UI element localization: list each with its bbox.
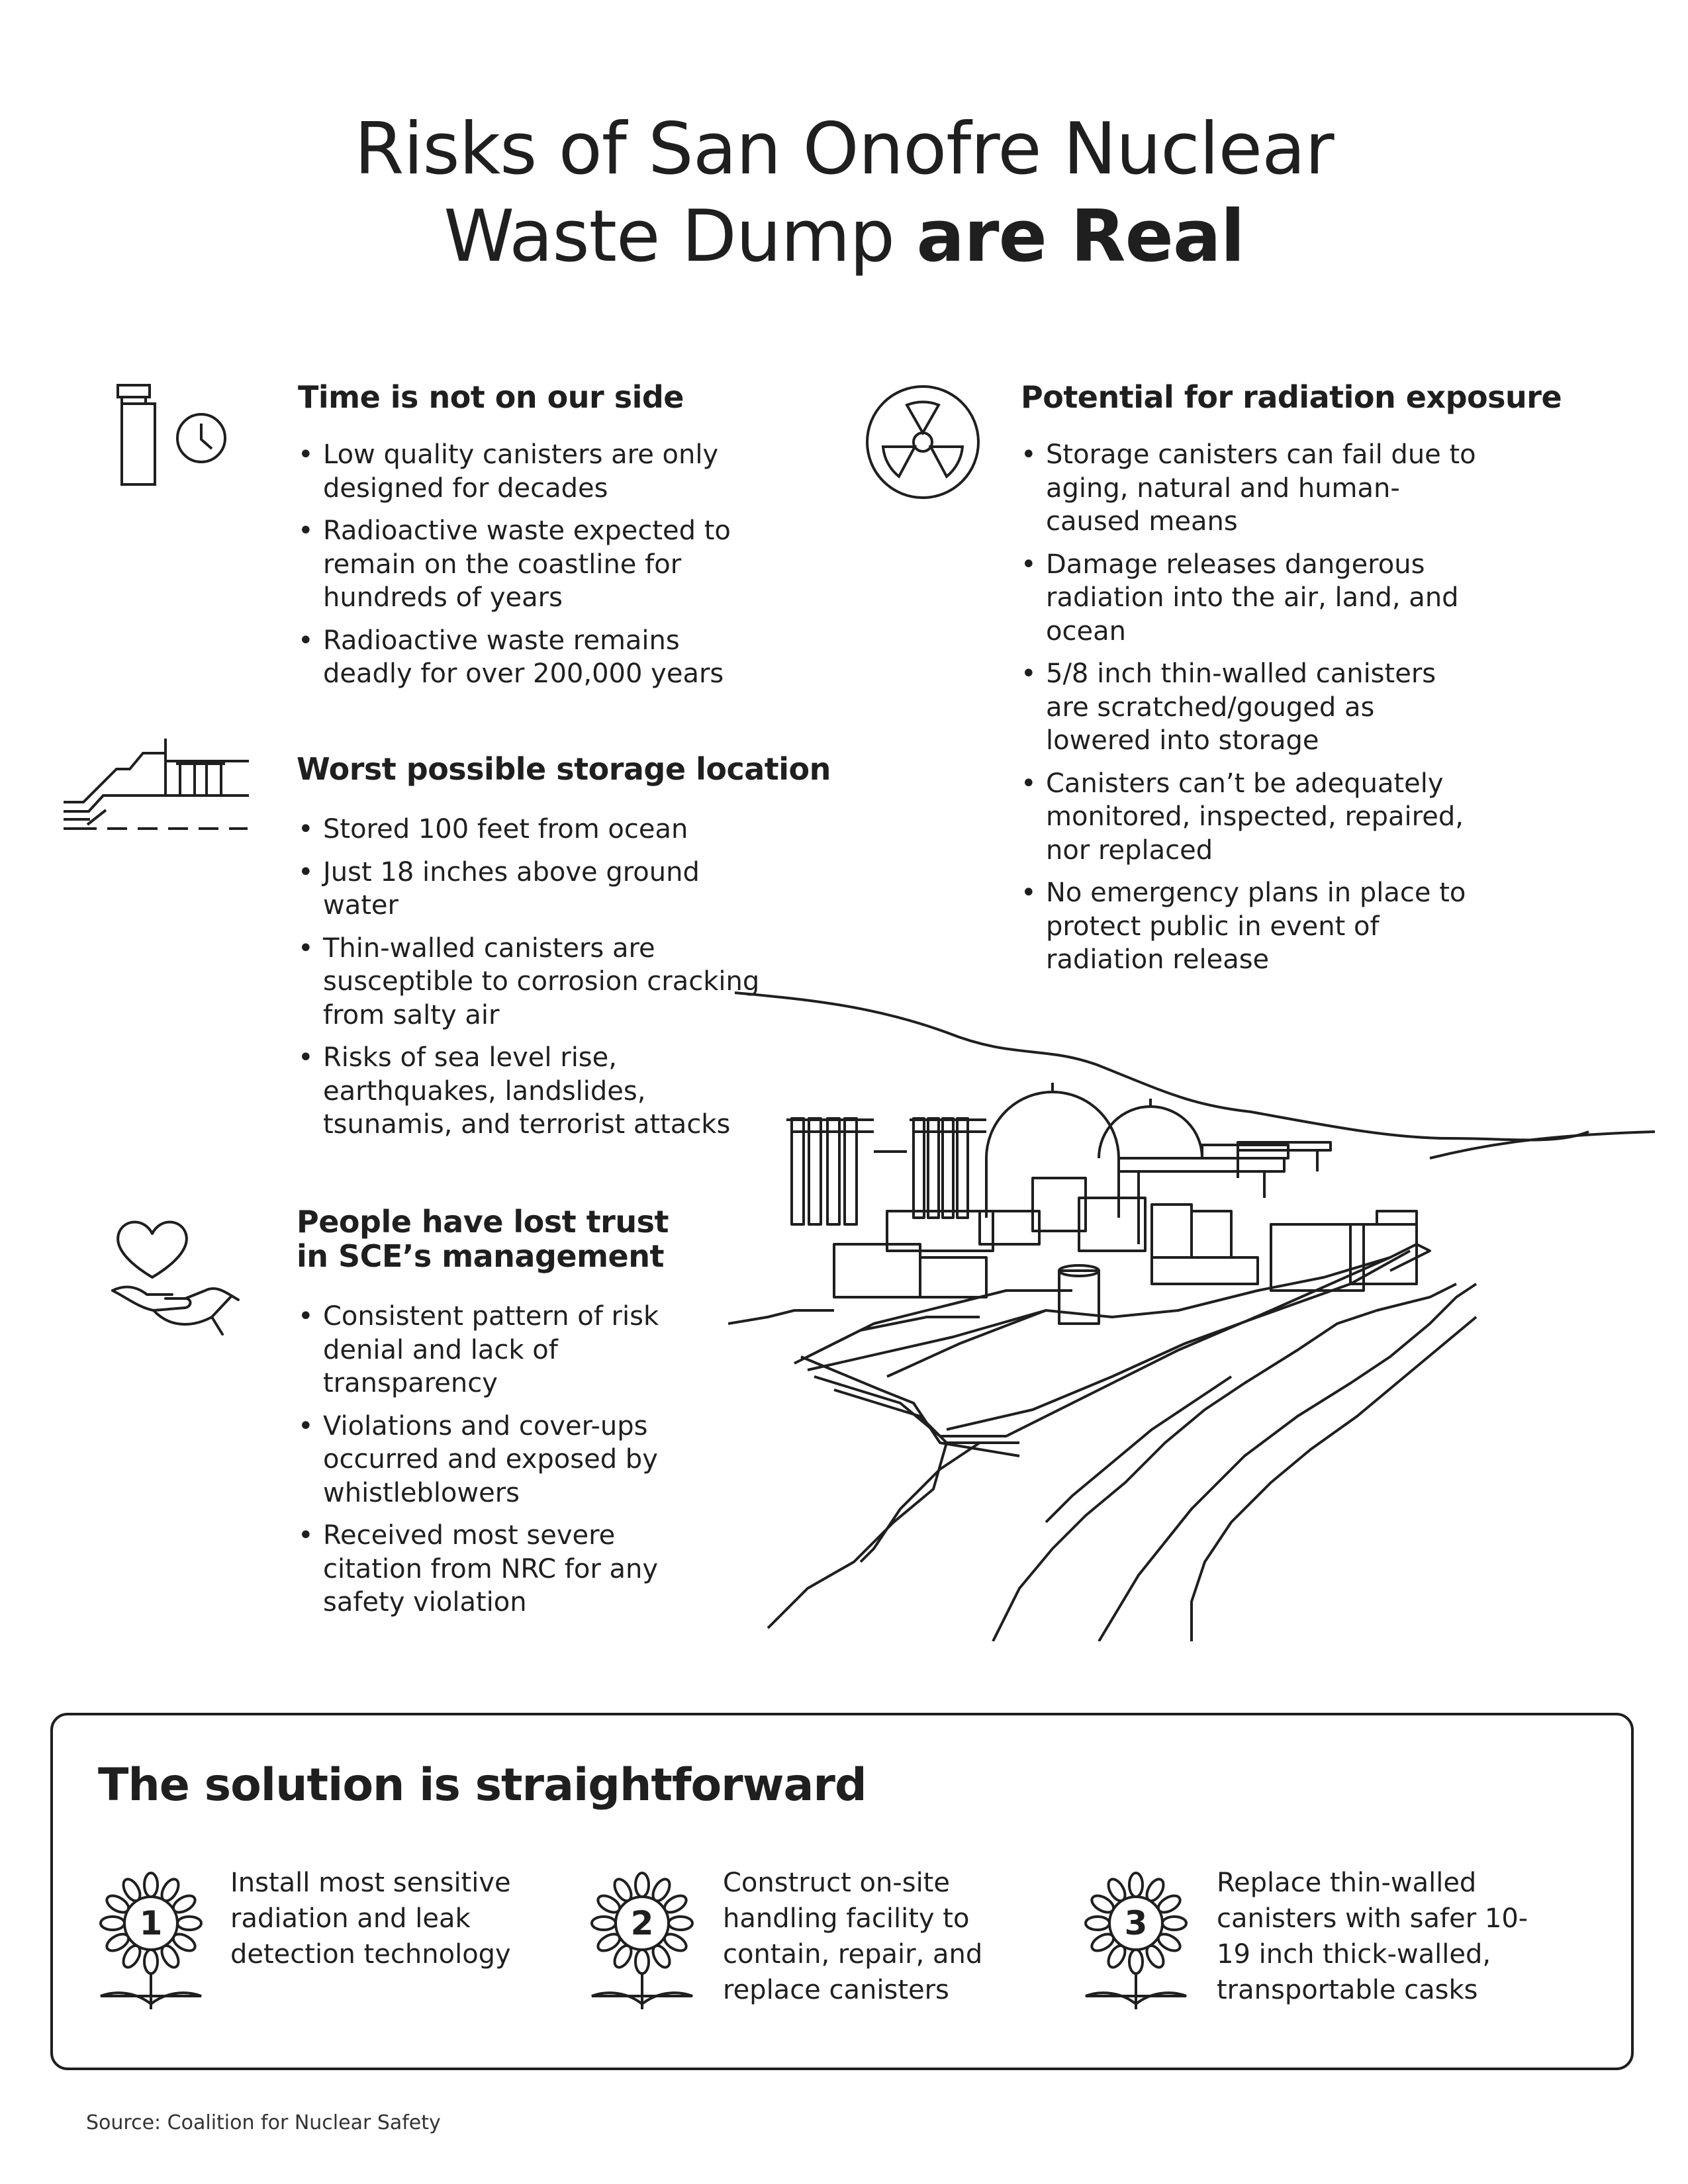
list-item: Stored 100 feet from ocean <box>298 813 761 846</box>
page-title: Risks of San Onofre Nuclear Waste Dump a… <box>0 106 1688 281</box>
radiation-heading: Potential for radiation exposure <box>1021 379 1562 415</box>
list-item: Storage canisters can fail due to aging,… <box>1021 438 1484 539</box>
trust-bullets: Consistent pattern of risk denial and la… <box>298 1300 708 1629</box>
list-item: Received most severe citation from NRC f… <box>298 1519 708 1619</box>
solution-heading: The solution is straightforward <box>98 1759 867 1811</box>
list-item: Canisters can’t be adequately monitored,… <box>1021 767 1484 868</box>
list-item: No emergency plans in place to protect p… <box>1021 876 1484 977</box>
time-bullets: Low quality canisters are only designed … <box>298 438 748 700</box>
flower-icon: 2 <box>589 1870 702 2016</box>
title-line-1: Risks of San Onofre Nuclear <box>354 108 1334 191</box>
list-item: Consistent pattern of risk denial and la… <box>298 1300 708 1400</box>
canister-clock-icon <box>113 383 232 488</box>
list-item: Violations and cover-ups occurred and ex… <box>298 1410 708 1510</box>
radiation-icon <box>865 384 981 500</box>
list-item: 5/8 inch thin-walled canisters are scrat… <box>1021 657 1484 758</box>
title-line-2-bold: are Real <box>916 195 1244 278</box>
solution-box <box>50 1713 1634 2070</box>
step-3-text: Replace thin-walled canisters with safer… <box>1217 1868 1528 2005</box>
step-number: 1 <box>140 1904 163 1942</box>
location-bullets: Stored 100 feet from ocean Just 18 inche… <box>298 813 761 1151</box>
heart-hand-icon <box>106 1211 245 1343</box>
list-item: Low quality canisters are only designed … <box>298 438 748 505</box>
step-number: 3 <box>1125 1904 1148 1942</box>
step-number: 2 <box>631 1904 654 1942</box>
flower-icon: 1 <box>98 1870 211 2016</box>
source-note: Source: Coalition for Nuclear Safety <box>86 2111 441 2134</box>
list-item: Risks of sea level rise, earthquakes, la… <box>298 1041 761 1142</box>
trust-heading: People have lost trust in SCE’s manageme… <box>297 1204 669 1274</box>
flower-icon: 3 <box>1083 1870 1196 2016</box>
location-heading: Worst possible storage location <box>297 751 831 787</box>
list-item: Radioactive waste expected to remain on … <box>298 514 748 615</box>
coastal-storage-icon <box>64 736 256 842</box>
list-item: Damage releases dangerous radiation into… <box>1021 548 1484 649</box>
title-line-2-regular: Waste Dump <box>444 195 917 278</box>
list-item: Just 18 inches above ground water <box>298 856 761 923</box>
time-heading: Time is not on our side <box>298 379 684 415</box>
step-2-text: Construct on-site handling facility to c… <box>723 1868 983 2005</box>
nuclear-plant-illustration <box>727 979 1668 1644</box>
list-item: Radioactive waste remains deadly for ove… <box>298 624 748 691</box>
list-item: Thin-walled canisters are susceptible to… <box>298 932 761 1032</box>
radiation-bullets: Storage canisters can fail due to aging,… <box>1021 438 1484 986</box>
step-1-text: Install most sensitive radiation and lea… <box>230 1868 511 1970</box>
